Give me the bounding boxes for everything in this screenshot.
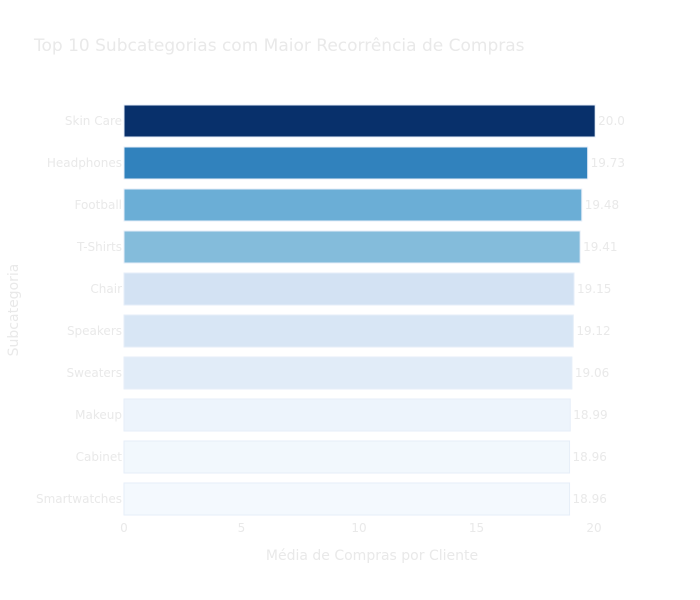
- y-tick-label: Makeup: [75, 408, 122, 422]
- y-tick-label: Skin Care: [65, 114, 122, 128]
- y-tick-label: Headphones: [47, 156, 122, 170]
- x-tick-label: 5: [238, 521, 246, 535]
- y-tick-label: Chair: [90, 282, 122, 296]
- x-tick-label: 0: [120, 521, 128, 535]
- bar-value-label: 19.73: [591, 156, 625, 170]
- bar-skin-care: [123, 104, 596, 138]
- x-tick-label: 20: [586, 521, 601, 535]
- bar-sweaters: [123, 356, 573, 390]
- bar-value-label: 20.0: [598, 114, 625, 128]
- x-tick-label: 10: [351, 521, 366, 535]
- bar-value-label: 19.48: [585, 198, 619, 212]
- y-tick-label: Cabinet: [76, 450, 123, 464]
- x-tick-label: 15: [469, 521, 484, 535]
- bar-chair: [123, 272, 575, 306]
- bar-headphones: [123, 146, 589, 180]
- bars-layer: 20.0 19.73 19.48 19.41 19.15 19.12 19.06 18.99 1…: [123, 104, 625, 516]
- y-tick-label: T-Shirts: [76, 240, 122, 254]
- bar-value-label: 19.41: [583, 240, 617, 254]
- x-axis-title: Média de Compras por Cliente: [266, 548, 478, 564]
- bar-smartwatches: [123, 482, 571, 516]
- bar-value-label: 19.12: [576, 324, 610, 338]
- y-tick-label: Sweaters: [67, 366, 122, 380]
- bar-football: [123, 188, 583, 222]
- bar-value-label: 18.96: [573, 492, 607, 506]
- y-axis-title: Subcategoria: [6, 264, 22, 357]
- y-tick-label: Football: [74, 198, 122, 212]
- chart-title: Top 10 Subcategorias com Maior Recorrênc…: [33, 36, 525, 56]
- y-tick-label: Speakers: [67, 324, 122, 338]
- bar-makeup: [123, 398, 571, 432]
- y-tick-label: Smartwatches: [36, 492, 122, 506]
- bar-value-label: 19.06: [575, 366, 609, 380]
- x-axis-ticks: 0 5 10 15 20: [120, 521, 601, 535]
- bar-t-shirts: [123, 230, 581, 264]
- bar-speakers: [123, 314, 574, 348]
- bar-value-label: 19.15: [577, 282, 611, 296]
- y-axis-ticks: Skin Care Headphones Football T-Shirts Chair…: [36, 114, 122, 506]
- bar-cabinet: [123, 440, 571, 474]
- bar-value-label: 18.99: [573, 408, 607, 422]
- bar-value-label: 18.96: [573, 450, 607, 464]
